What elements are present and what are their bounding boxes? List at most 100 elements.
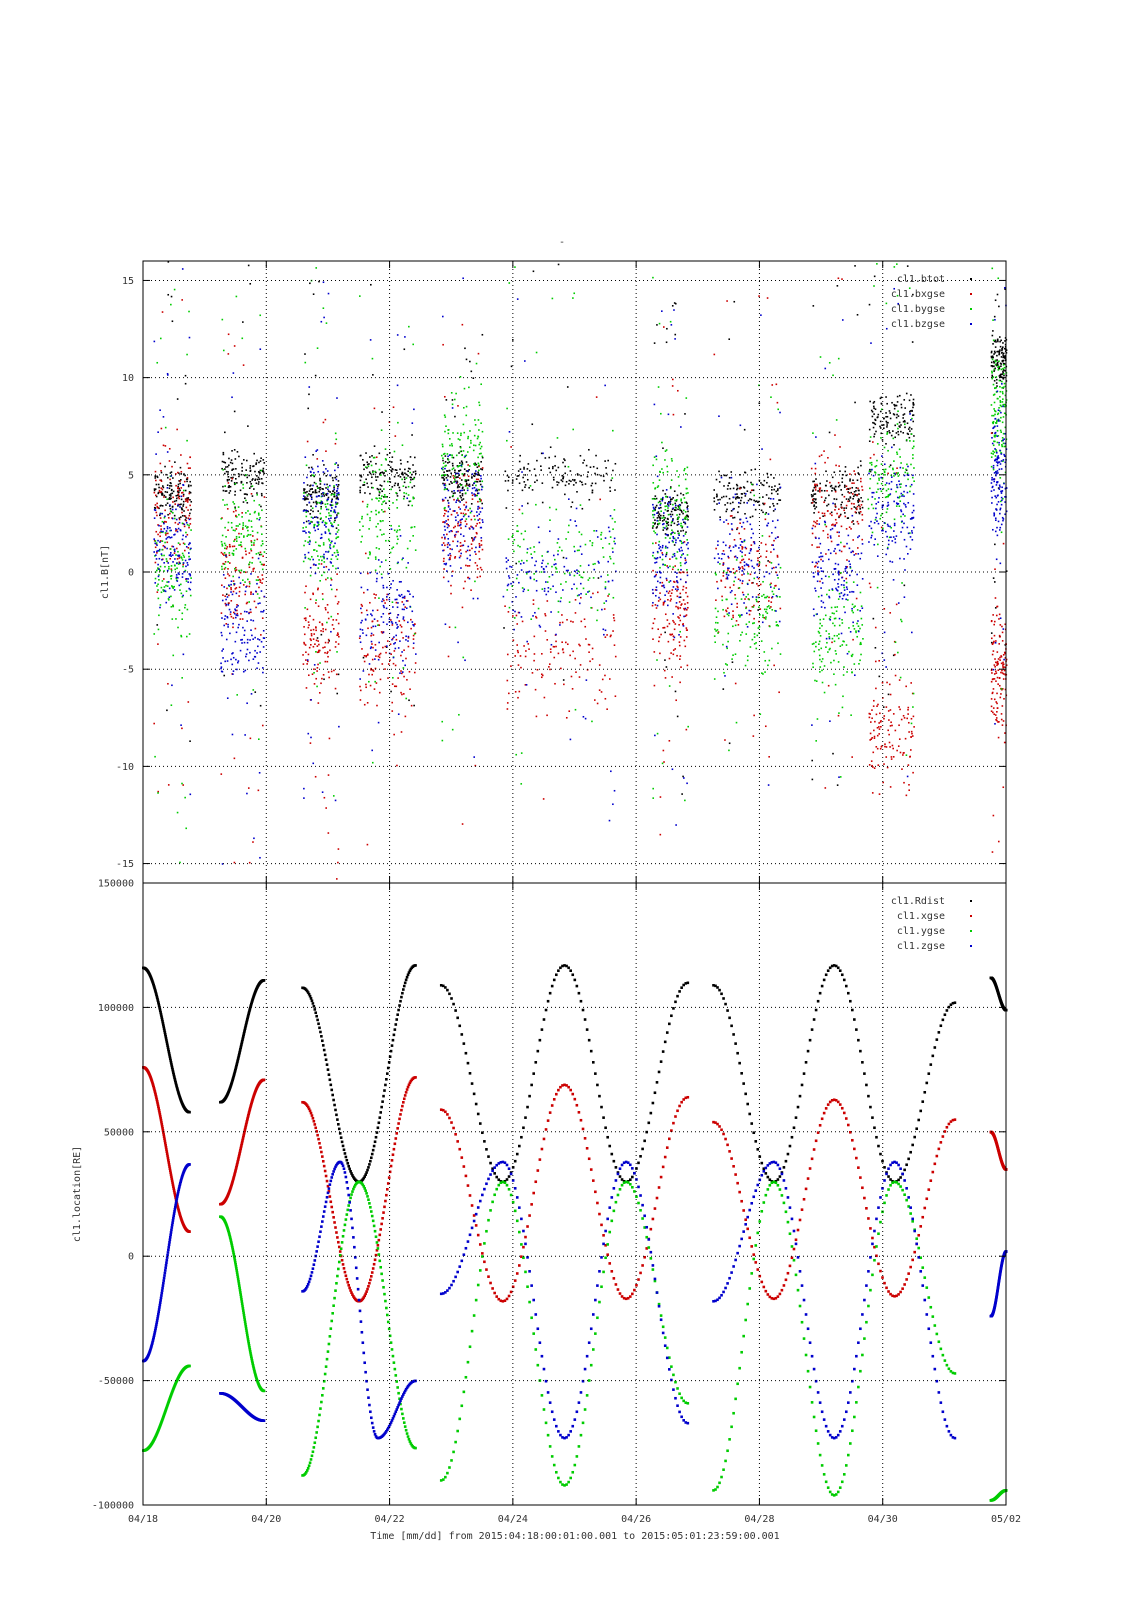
data-point: [454, 536, 456, 538]
data-point: [662, 529, 665, 531]
data-point: [163, 527, 166, 530]
data-point: [305, 520, 308, 523]
data-point: [399, 528, 401, 531]
data-point: [261, 509, 263, 512]
data-point: [309, 615, 311, 617]
data-point: [813, 500, 816, 503]
data-point: [672, 619, 674, 622]
data-point: [660, 572, 662, 574]
data-point: [443, 478, 446, 481]
data-point: [823, 512, 826, 515]
data-point: [255, 482, 258, 485]
data-point: [240, 473, 243, 476]
series-points-cl1-bxgse: [220, 333, 266, 864]
data-point: [258, 504, 261, 506]
series-points-cl1-bygse: [713, 384, 782, 752]
data-point: [775, 584, 777, 587]
data-point: [849, 473, 851, 475]
data-point: [537, 526, 540, 529]
data-point: [660, 633, 662, 636]
data-point: [684, 413, 686, 415]
data-point: [736, 484, 739, 487]
data-point: [676, 470, 678, 472]
data-point: [401, 472, 404, 475]
data-point: [545, 565, 548, 568]
data-point: [509, 565, 511, 568]
data-point: [677, 516, 680, 519]
data-point: [231, 593, 234, 596]
data-point: [243, 641, 246, 644]
data-point: [465, 358, 468, 361]
data-point: [370, 464, 373, 467]
data-point: [254, 478, 257, 481]
data-point: [576, 549, 579, 552]
data-point: [250, 629, 252, 631]
data-point: [861, 489, 864, 491]
data-point: [535, 615, 537, 618]
data-point: [852, 523, 855, 525]
data-point: [223, 568, 226, 570]
data-point: [663, 522, 665, 525]
data-point: [602, 547, 604, 549]
data-point: [187, 581, 190, 583]
data-point: [170, 485, 173, 487]
data-point: [369, 553, 371, 556]
data-point: [859, 460, 862, 462]
data-point: [185, 580, 188, 582]
data-point: [315, 505, 317, 508]
data-point: [654, 604, 657, 606]
data-point: [738, 614, 740, 616]
data-point: [458, 470, 461, 472]
data-point: [314, 572, 317, 575]
data-point: [309, 638, 312, 640]
data-point: [303, 797, 305, 799]
data-point: [302, 663, 305, 665]
data-point: [471, 477, 473, 479]
data-point: [666, 619, 669, 621]
data-point: [330, 494, 333, 496]
data-point: [394, 435, 397, 437]
data-point: [221, 568, 223, 571]
data-point: [325, 468, 327, 470]
data-point: [154, 504, 157, 506]
data-point: [769, 497, 772, 500]
data-point: [228, 457, 230, 460]
data-point: [163, 516, 166, 519]
data-point: [179, 482, 181, 485]
data-point: [178, 562, 181, 564]
data-point: [465, 454, 468, 457]
data-point: [822, 560, 824, 562]
data-point: [228, 585, 231, 588]
data-point: [244, 550, 247, 553]
data-point: [822, 601, 825, 604]
data-point: [185, 500, 187, 502]
data-point: [457, 485, 459, 488]
data-point: [736, 528, 738, 531]
data-point: [729, 545, 731, 547]
data-point: [729, 515, 732, 517]
data-point: [827, 548, 830, 551]
data-point: [608, 543, 611, 545]
data-point: [475, 525, 477, 527]
data-point: [579, 582, 582, 585]
data-point: [169, 495, 172, 497]
data-point: [566, 618, 568, 621]
data-point: [396, 334, 399, 336]
data-point: [671, 305, 674, 307]
data-point: [330, 509, 332, 512]
data-point: [411, 434, 413, 436]
data-point: [223, 542, 226, 545]
data-point: [676, 551, 679, 553]
data-point: [857, 500, 859, 502]
data-point: [478, 513, 481, 516]
data-point: [774, 537, 777, 540]
data-point: [651, 513, 654, 516]
data-point: [449, 508, 451, 510]
data-point: [677, 607, 680, 610]
data-point: [180, 473, 183, 475]
data-point: [683, 777, 685, 779]
data-point: [189, 491, 192, 494]
data-point: [399, 595, 401, 597]
data-point: [333, 495, 335, 498]
data-point: [375, 471, 377, 474]
